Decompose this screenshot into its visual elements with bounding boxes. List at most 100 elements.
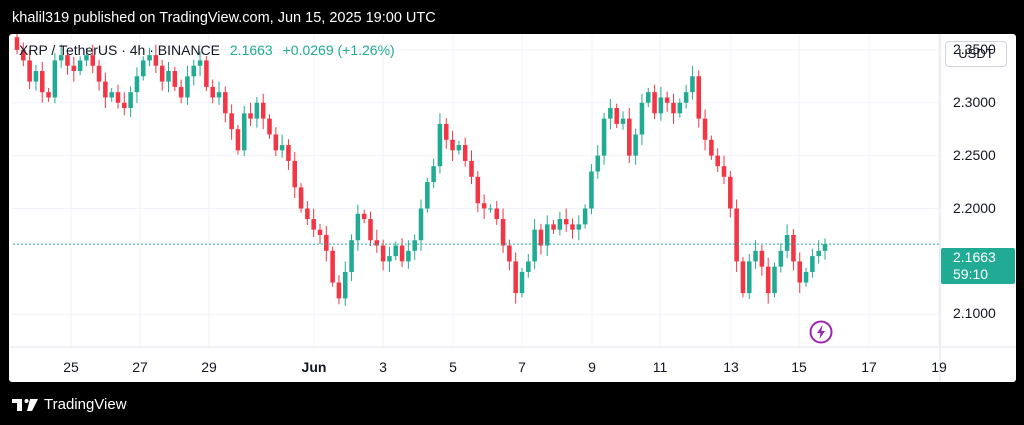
candle [134, 67, 140, 103]
candle [153, 44, 159, 74]
candle [399, 238, 405, 268]
candle [191, 59, 197, 86]
candle [551, 220, 556, 234]
candle [563, 208, 569, 232]
candle [128, 86, 133, 118]
candle [494, 201, 500, 225]
symbol-label[interactable]: XRP / TetherUS · 4h · BINANCE [19, 42, 220, 58]
time-tick-label: 11 [652, 359, 668, 375]
last-price-value: 2.1663 [953, 249, 996, 265]
candle [759, 244, 765, 276]
candle [746, 253, 752, 299]
candle [481, 194, 487, 220]
last-price-tag: 2.1663 59:10 [941, 248, 1015, 284]
candle [317, 223, 323, 244]
candle [425, 177, 430, 213]
candle [658, 86, 664, 121]
time-tick-label: 13 [723, 359, 739, 375]
candle [115, 84, 121, 109]
candle [589, 164, 594, 215]
legend-change: +0.0269 (+1.26%) [282, 42, 395, 58]
candle [570, 218, 575, 239]
price-tick-label: 2.3000 [953, 93, 996, 110]
candlestick-chart[interactable] [9, 34, 1016, 382]
candle [740, 257, 746, 298]
candle [519, 267, 525, 298]
candle [810, 248, 815, 278]
candle [671, 93, 676, 124]
candle [544, 215, 550, 257]
candle [462, 137, 468, 167]
candle [197, 51, 203, 77]
legend-price: 2.1663 [229, 42, 273, 58]
candle [784, 224, 790, 259]
currency-button[interactable]: USDT [945, 41, 1007, 67]
candle [734, 199, 739, 272]
price-tick-label: 2.2000 [953, 199, 996, 216]
candle [273, 127, 279, 157]
candle [803, 267, 809, 287]
candle [305, 201, 310, 225]
time-tick-label: 19 [931, 359, 947, 375]
price-tick-label: 2.1000 [953, 305, 996, 322]
candle [298, 183, 304, 213]
candle [639, 93, 645, 146]
candle [715, 148, 720, 173]
candle [431, 158, 436, 188]
candle [380, 239, 386, 271]
candle [677, 98, 683, 118]
symbol-legend[interactable]: XRP / TetherUS · 4h · BINANCE 2.1663 +0.… [19, 42, 401, 58]
candle [39, 62, 45, 103]
candle [702, 109, 708, 151]
candle [652, 84, 657, 120]
candle [500, 208, 506, 253]
candle [450, 130, 455, 161]
candle [260, 93, 266, 130]
candle [791, 229, 796, 271]
candle [342, 261, 348, 306]
candle [77, 56, 83, 76]
candle [90, 44, 96, 74]
candle [147, 47, 152, 67]
candle [223, 86, 228, 123]
candle [172, 66, 178, 92]
candle [753, 240, 758, 269]
candle [721, 155, 727, 185]
candle [614, 103, 619, 129]
candle [21, 42, 26, 67]
candle [349, 234, 354, 281]
candle [267, 114, 272, 139]
time-tick-label: 7 [518, 359, 526, 375]
candle [633, 128, 638, 165]
candle [96, 59, 102, 91]
candle [52, 53, 58, 104]
time-tick-label: 17 [861, 359, 877, 375]
candle [690, 65, 695, 100]
candle [664, 91, 670, 112]
candle [797, 252, 803, 294]
time-tick-label: 29 [201, 359, 217, 375]
chart-panel[interactable]: XRP / TetherUS · 4h · BINANCE 2.1663 +0.… [9, 34, 1016, 382]
time-tick-label: 27 [132, 359, 148, 375]
candle [601, 112, 607, 165]
candle [166, 62, 171, 93]
candle [14, 34, 20, 55]
time-tick-label: 25 [63, 359, 79, 375]
candle [235, 124, 241, 155]
candle [71, 56, 77, 82]
candle [513, 252, 518, 304]
candle [361, 209, 367, 224]
candle [355, 204, 361, 251]
candle [336, 275, 342, 305]
candle [210, 79, 215, 104]
candle [292, 151, 298, 198]
candle [216, 81, 222, 105]
candle [822, 238, 828, 260]
candle [393, 241, 399, 261]
time-tick-label: 9 [588, 359, 596, 375]
price-tick-label: 2.2500 [953, 146, 996, 163]
footer: TradingView [12, 396, 127, 413]
candle [696, 70, 702, 128]
candle [526, 253, 531, 278]
flash-icon[interactable] [809, 320, 833, 344]
